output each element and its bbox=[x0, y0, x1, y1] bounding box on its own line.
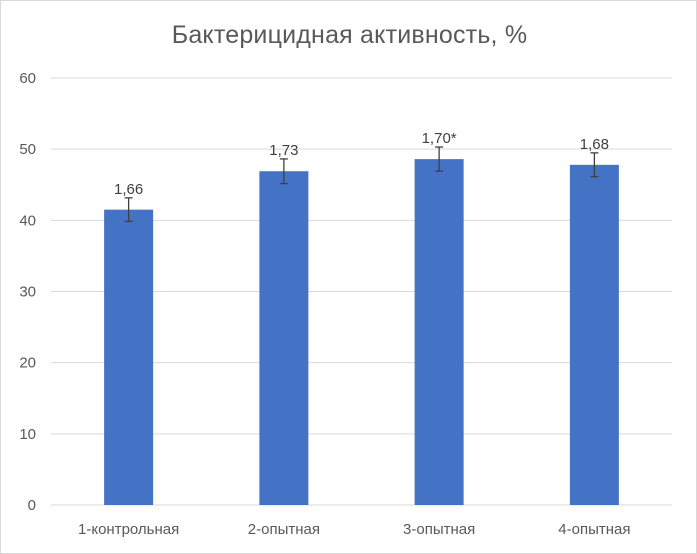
data-label: 1,73 bbox=[269, 142, 298, 159]
error-bar bbox=[590, 152, 599, 178]
y-axis-ticks: 0 10 20 30 40 50 60 bbox=[19, 70, 36, 514]
bar bbox=[414, 159, 464, 505]
data-label: 1,68 bbox=[580, 136, 609, 153]
x-tick-label: 3-опытная bbox=[403, 521, 475, 538]
y-tick-label: 60 bbox=[19, 70, 36, 87]
y-tick-label: 40 bbox=[19, 212, 36, 229]
error-bar bbox=[124, 197, 133, 223]
x-tick-label: 1-контрольная bbox=[78, 521, 179, 538]
data-label: 1,66 bbox=[114, 181, 143, 198]
y-tick-label: 30 bbox=[19, 284, 36, 301]
bars bbox=[104, 159, 619, 506]
bar bbox=[104, 209, 154, 506]
x-axis-ticks: 1-контрольная 2-опытная 3-опытная 4-опытная bbox=[78, 521, 630, 538]
error-bar bbox=[279, 158, 288, 185]
y-tick-label: 10 bbox=[19, 426, 36, 443]
y-tick-label: 20 bbox=[19, 355, 36, 372]
y-tick-label: 0 bbox=[28, 497, 36, 514]
bar bbox=[259, 171, 309, 505]
error-bar bbox=[435, 146, 444, 172]
y-tick-label: 50 bbox=[19, 141, 36, 158]
gridlines bbox=[51, 77, 672, 506]
data-labels: 1,66 1,73 1,70* 1,68 bbox=[114, 130, 609, 198]
data-label: 1,70* bbox=[422, 130, 457, 147]
error-bars bbox=[124, 146, 599, 223]
bar bbox=[569, 164, 619, 505]
chart-title: Бактерицидная активность, % bbox=[171, 21, 528, 49]
x-tick-label: 2-опытная bbox=[248, 521, 320, 538]
x-tick-label: 4-опытная bbox=[558, 521, 630, 538]
